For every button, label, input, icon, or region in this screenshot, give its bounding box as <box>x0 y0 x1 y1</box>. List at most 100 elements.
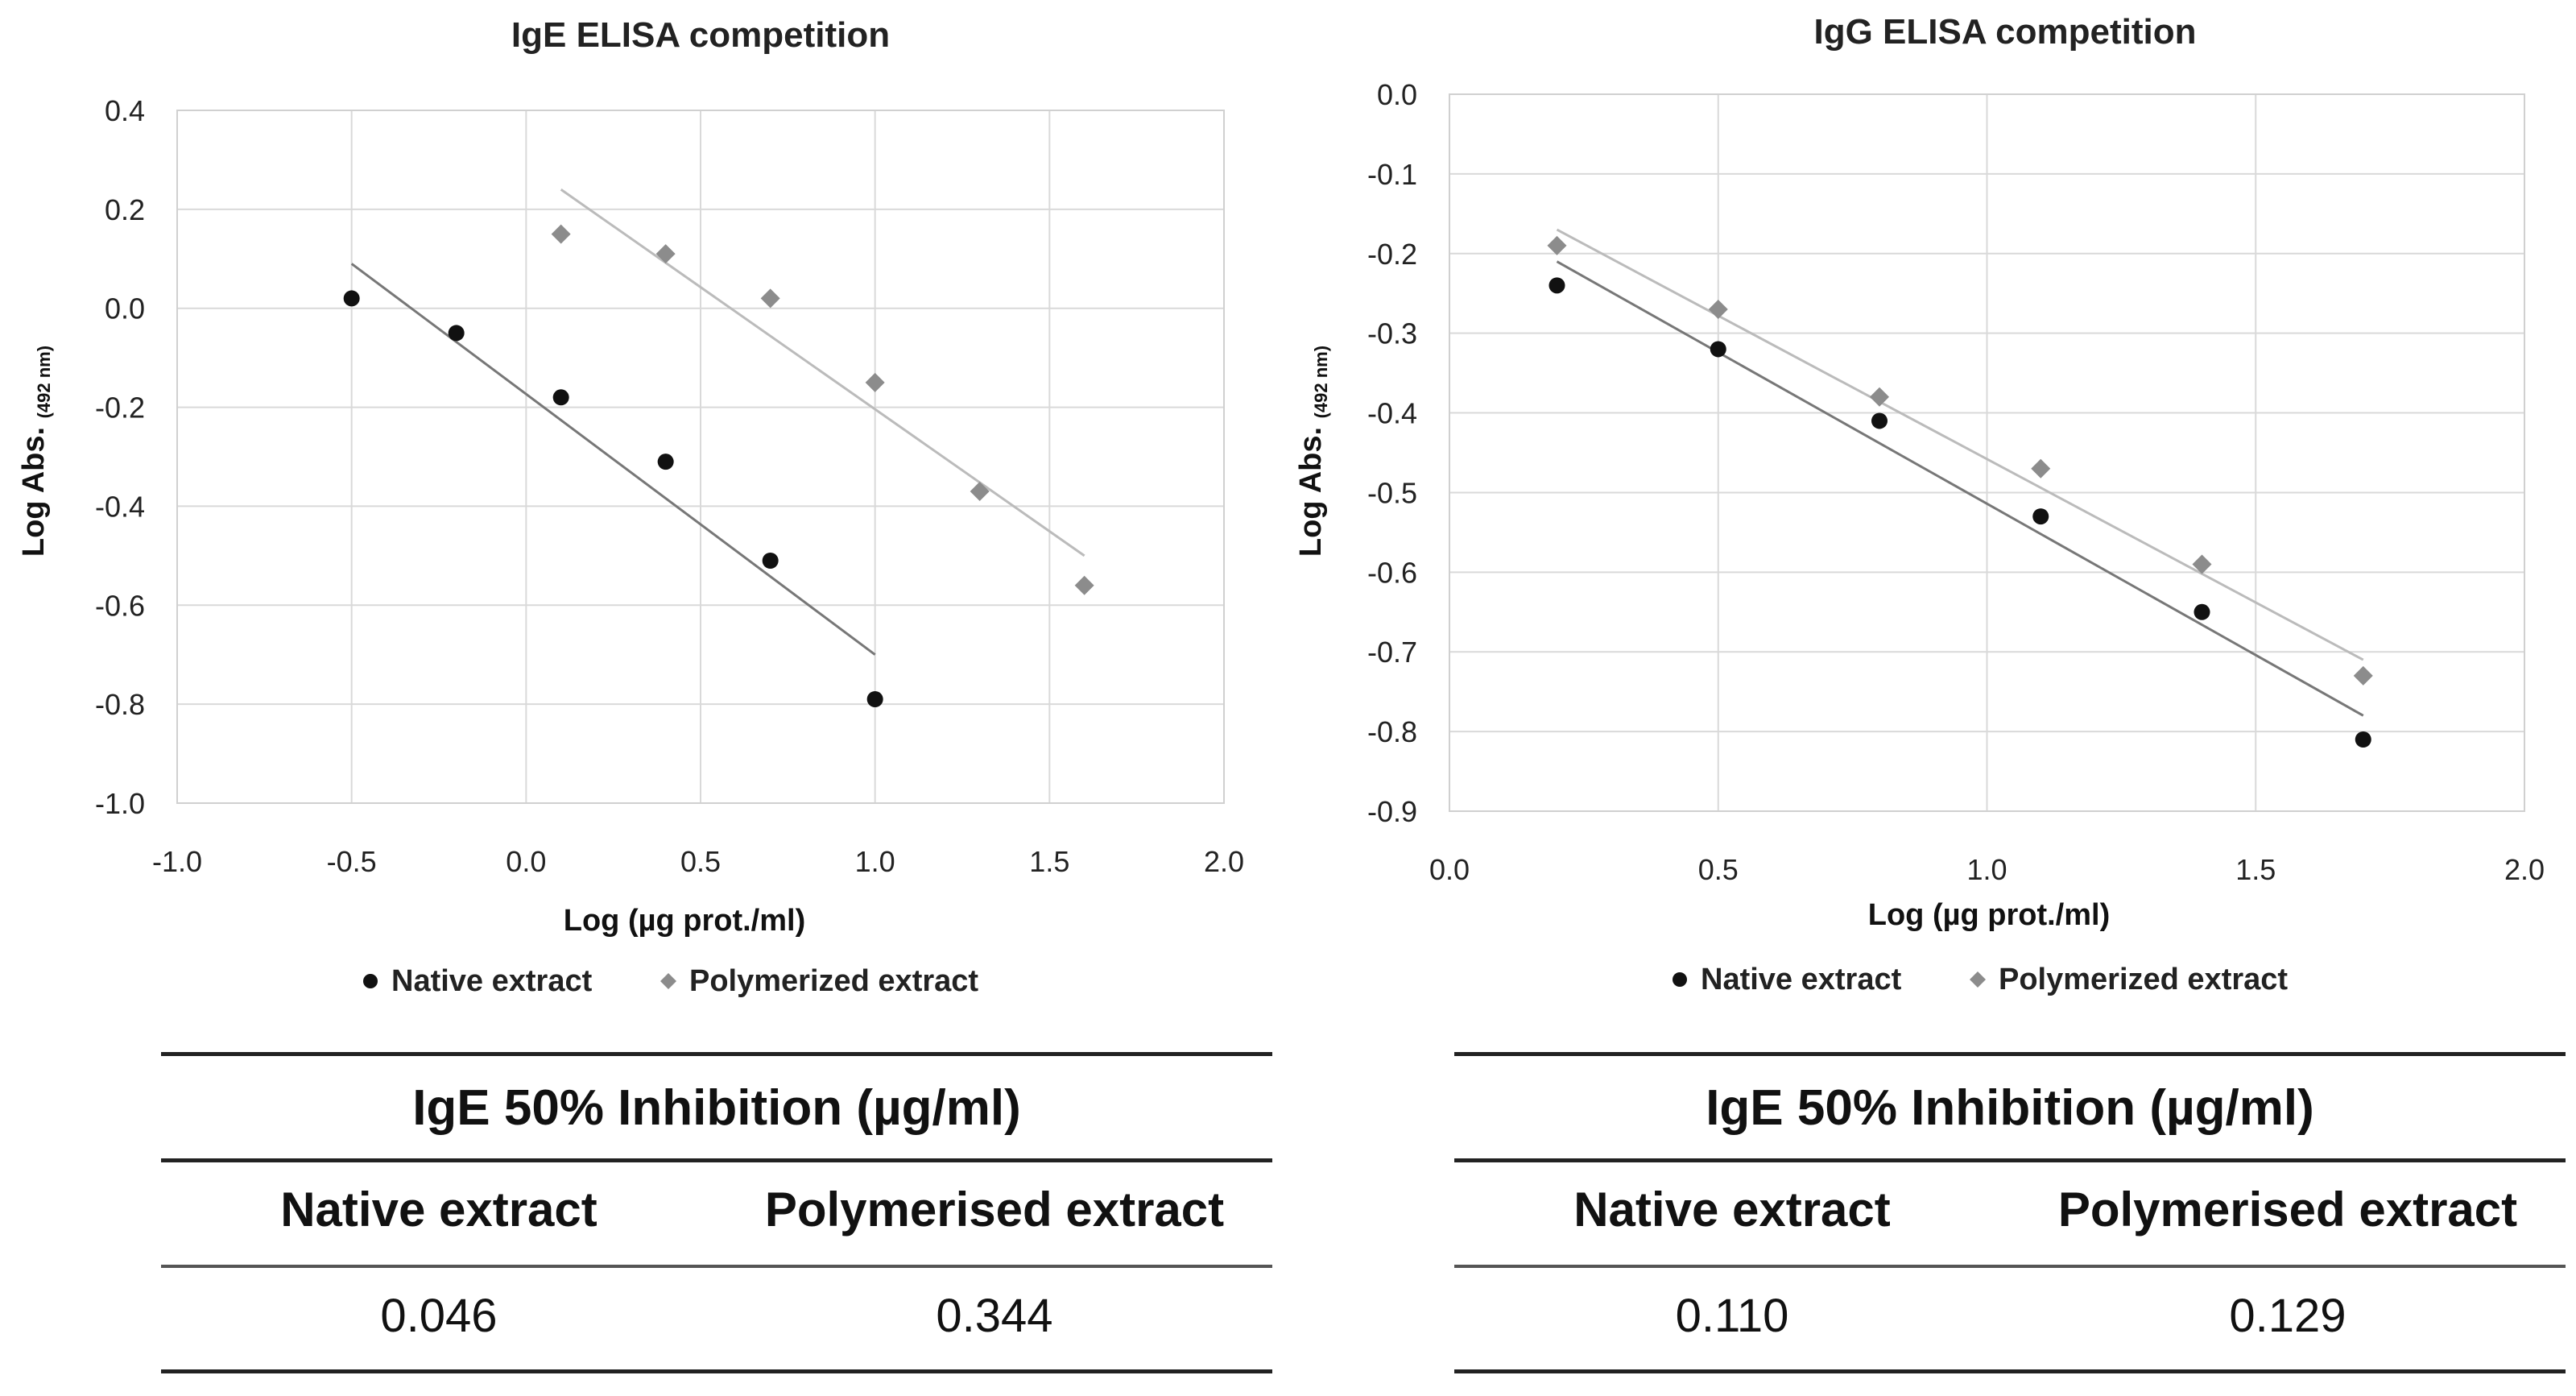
y-axis-label: Log Abs. (492 nm) <box>1294 346 1331 557</box>
y-tick-label: -1.0 <box>95 787 145 820</box>
x-tick-label: -0.5 <box>327 845 377 878</box>
y-tick-label: 0.4 <box>105 94 145 127</box>
data-point-polymerized <box>655 244 676 264</box>
x-tick-label: 1.5 <box>1029 845 1069 878</box>
table-col-polymerised: Polymerised extract <box>764 1183 1225 1237</box>
table-value-polymerised: 0.129 <box>2229 1290 2347 1342</box>
x-tick-label: -1.0 <box>152 845 202 878</box>
data-point-polymerized <box>551 224 571 244</box>
y-tick-label: -0.8 <box>95 688 145 721</box>
data-point-polymerized <box>2031 458 2051 478</box>
x-tick-label: 2.0 <box>1204 845 1244 878</box>
y-tick-label: -0.6 <box>95 589 145 622</box>
plot-area <box>176 110 1225 804</box>
y-tick-label: -0.7 <box>1367 636 1417 669</box>
chart-title: IgE ELISA competition <box>511 15 890 55</box>
data-point-native <box>762 553 779 569</box>
y-tick-label: -0.6 <box>1367 556 1417 589</box>
table-top-rule <box>1454 1052 2566 1056</box>
data-point-native <box>2355 731 2371 748</box>
x-tick-label: 1.0 <box>1966 853 2007 886</box>
trendline-polymerized <box>560 188 1085 557</box>
x-tick-label: 0.5 <box>1698 853 1739 886</box>
legend-marker-native <box>1673 972 1687 987</box>
table-value-native: 0.110 <box>1675 1290 1789 1342</box>
table-header: IgE 50% Inhibition (µg/ml) <box>412 1080 1021 1136</box>
y-axis-label-sub: (492 nm) <box>1311 346 1331 418</box>
x-axis-label: Log (µg prot./ml) <box>564 904 806 938</box>
x-tick-label: 1.5 <box>2235 853 2276 886</box>
table-header: IgE 50% Inhibition (µg/ml) <box>1706 1080 2314 1136</box>
y-axis-label-main: Log Abs. <box>17 418 51 557</box>
data-point-polymerized <box>2353 665 2373 686</box>
table-col-polymerised: Polymerised extract <box>2057 1183 2518 1237</box>
trendline-native <box>1556 260 2364 717</box>
data-point-native <box>1710 341 1726 358</box>
x-tick-label: 2.0 <box>2504 853 2545 886</box>
legend-marker-polymerized <box>1970 971 1986 988</box>
data-point-polymerized <box>1074 575 1094 595</box>
chart-title: IgG ELISA competition <box>1813 12 2196 52</box>
y-tick-label: 0.2 <box>105 193 145 226</box>
y-tick-label: -0.8 <box>1367 715 1417 748</box>
data-point-native <box>448 325 465 342</box>
x-tick-label: 0.0 <box>506 845 546 878</box>
table-value-polymerised: 0.344 <box>936 1290 1053 1342</box>
data-point-native <box>866 691 883 707</box>
legend-label: Polymerized extract <box>689 964 978 998</box>
data-point-polymerized <box>970 482 990 501</box>
table-col-native: Native extract <box>1573 1183 1891 1237</box>
y-axis-label: Log Abs. (492 nm) <box>17 346 54 557</box>
table-col-rule <box>1454 1265 2566 1268</box>
data-point-native <box>552 389 569 406</box>
table-top-rule <box>161 1052 1272 1056</box>
table-col-native: Native extract <box>280 1183 597 1237</box>
y-axis-label-main: Log Abs. <box>1294 418 1328 557</box>
y-tick-label: -0.2 <box>95 391 145 425</box>
table-bottom-rule <box>1454 1369 2566 1373</box>
data-point-native <box>2194 603 2210 620</box>
data-point-polymerized <box>760 288 780 309</box>
trendline-polymerized <box>1556 228 2364 661</box>
data-point-polymerized <box>1708 300 1728 319</box>
data-point-native <box>2032 508 2049 525</box>
y-tick-label: -0.4 <box>95 490 145 523</box>
data-point-polymerized <box>1870 387 1889 407</box>
y-tick-label: -0.3 <box>1367 317 1417 350</box>
data-point-native <box>657 454 674 470</box>
x-axis-label: Log (µg prot./ml) <box>1868 898 2111 932</box>
y-axis-label-sub: (492 nm) <box>34 346 54 418</box>
y-tick-label: -0.1 <box>1367 158 1417 191</box>
data-point-polymerized <box>1547 235 1567 255</box>
legend-label: Native extract <box>1701 963 1902 996</box>
data-point-native <box>1871 412 1888 429</box>
legend-marker-native <box>363 974 378 988</box>
x-tick-label: 0.0 <box>1429 853 1470 886</box>
chart-0: 0.4 0.2 0.0 -0.2 -0.4 -0.6 -0.8 -1.0-1.0 -0.5 0.0… <box>17 15 1244 998</box>
trendline-native <box>350 263 876 656</box>
data-point-native <box>1548 277 1565 294</box>
x-tick-label: 1.0 <box>855 845 895 878</box>
chart-1: 0.0 -0.1 -0.2 -0.3 -0.4 -0.5 -0.6 -0.7 -0.8 -0.9 0… <box>1294 12 2545 996</box>
table-bottom-rule <box>161 1369 1272 1373</box>
legend-label: Native extract <box>391 964 593 998</box>
data-point-polymerized <box>2192 554 2212 574</box>
y-tick-label: 0.0 <box>1377 78 1417 111</box>
x-tick-label: 0.5 <box>680 845 721 878</box>
y-tick-label: -0.5 <box>1367 476 1417 509</box>
table-header-rule <box>1454 1158 2566 1162</box>
data-point-polymerized <box>865 372 885 392</box>
legend-label: Polymerized extract <box>1999 963 2288 996</box>
y-tick-label: -0.2 <box>1367 238 1417 271</box>
plot-area <box>1449 93 2525 812</box>
legend-marker-polymerized <box>660 973 676 989</box>
y-tick-label: 0.0 <box>105 292 145 325</box>
data-point-native <box>343 290 360 307</box>
table-header-rule <box>161 1158 1272 1162</box>
table-value-native: 0.046 <box>380 1290 498 1342</box>
table-col-rule <box>161 1265 1272 1268</box>
y-tick-label: -0.9 <box>1367 795 1417 828</box>
y-tick-label: -0.4 <box>1367 397 1417 430</box>
